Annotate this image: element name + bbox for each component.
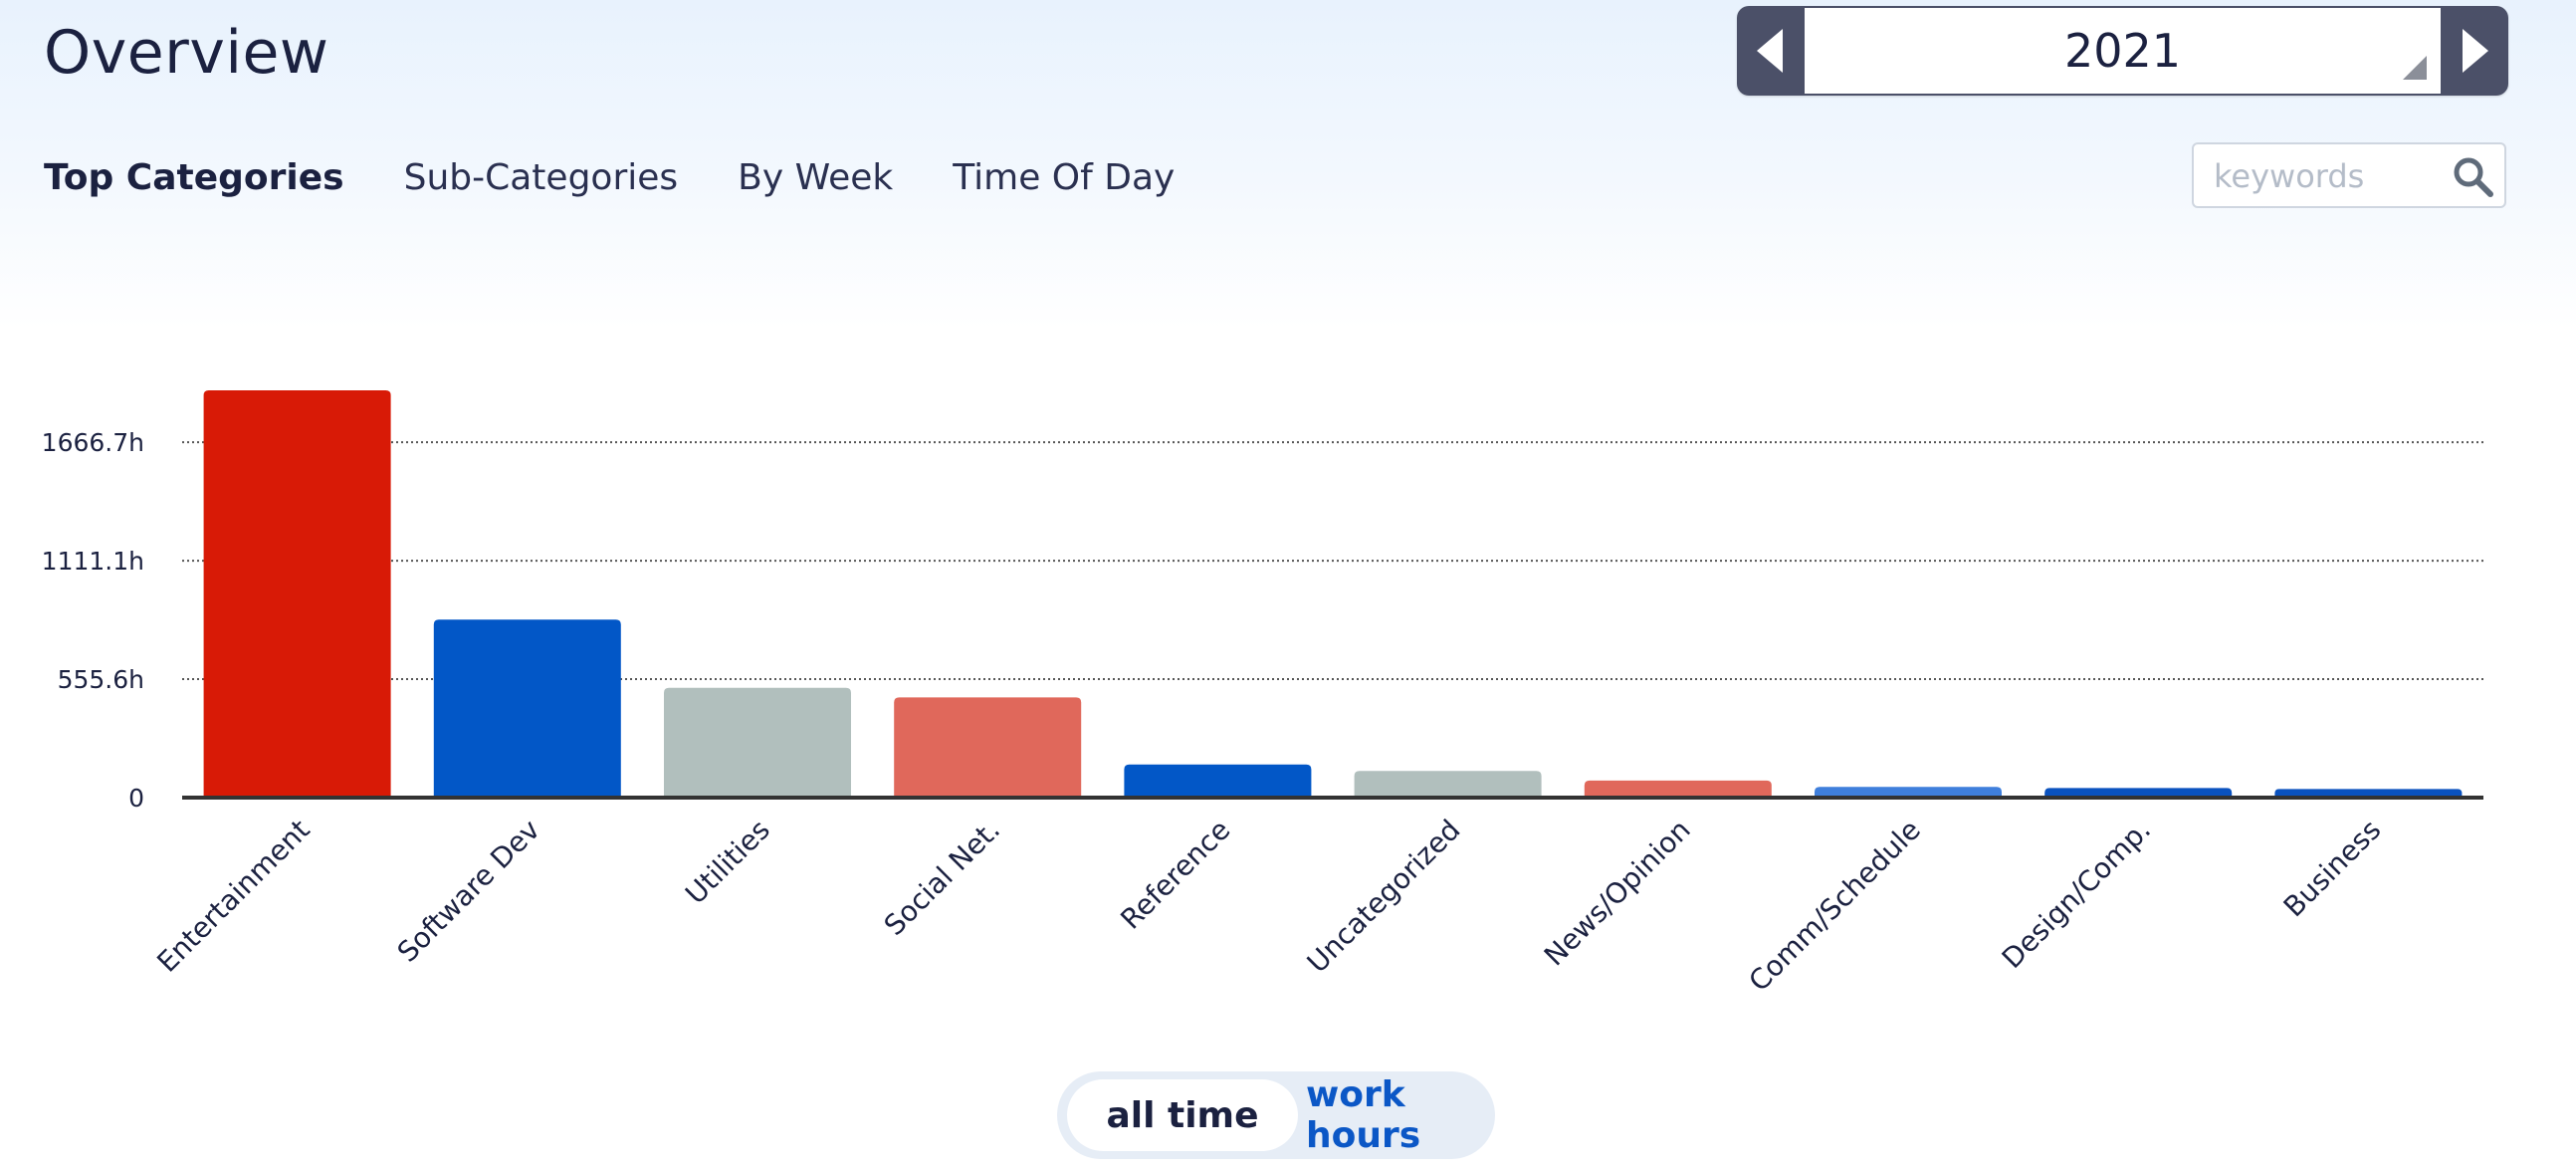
all-time-option[interactable]: all time <box>1067 1079 1298 1151</box>
x-tick-label: Social Net. <box>878 814 1006 942</box>
bar[interactable] <box>203 390 391 798</box>
triangle-left-icon <box>1757 29 1783 73</box>
x-tick-label: Uncategorized <box>1301 814 1467 980</box>
year-selector: 2021 <box>1737 6 2508 96</box>
year-value: 2021 <box>2063 24 2182 78</box>
x-tick-label: Comm/Schedule <box>1742 814 1927 999</box>
magnifier-icon[interactable] <box>2451 154 2494 198</box>
bar[interactable] <box>664 687 851 798</box>
y-tick-label: 1666.7h <box>42 428 144 457</box>
tab-top-categories[interactable]: Top Categories <box>44 157 344 198</box>
bar[interactable] <box>1354 771 1542 798</box>
tab-by-week[interactable]: By Week <box>738 157 894 198</box>
bar[interactable] <box>1124 764 1312 798</box>
tab-time-of-day[interactable]: Time Of Day <box>953 157 1176 198</box>
y-tick-label: 1111.1h <box>42 547 144 576</box>
y-tick-label: 0 <box>128 784 144 813</box>
page-title: Overview <box>44 18 329 88</box>
category-tabs: Top Categories Sub-Categories By Week Ti… <box>44 157 1234 198</box>
search-input[interactable] <box>2212 152 2445 200</box>
bar[interactable] <box>433 619 621 798</box>
bar[interactable] <box>894 697 1082 798</box>
top-categories-chart: 0 555.6h 1111.1h 1666.7h Entertainment Softwa… <box>42 390 2483 999</box>
time-range-toggle: all time work hours <box>1057 1071 1495 1159</box>
bar[interactable] <box>1815 787 2002 798</box>
year-dropdown[interactable]: 2021 <box>1805 8 2441 94</box>
previous-year-button[interactable] <box>1737 6 1803 96</box>
bar[interactable] <box>2274 789 2463 798</box>
work-hours-option[interactable]: work hours <box>1306 1074 1421 1156</box>
bar[interactable] <box>2044 788 2233 798</box>
bar[interactable] <box>1584 780 1772 798</box>
search-box <box>2192 142 2506 208</box>
x-tick-label: Software Dev <box>391 814 546 969</box>
x-tick-label: News/Opinion <box>1538 814 1697 973</box>
y-tick-label: 555.6h <box>58 665 144 694</box>
x-tick-label: Design/Comp. <box>1996 814 2157 975</box>
x-tick-label: Reference <box>1114 814 1236 936</box>
x-tick-label: Utilities <box>679 814 776 911</box>
triangle-right-icon <box>2463 29 2488 73</box>
tab-sub-categories[interactable]: Sub-Categories <box>403 157 679 198</box>
x-tick-label: Business <box>2277 814 2388 924</box>
next-year-button[interactable] <box>2443 6 2508 96</box>
dropdown-corner-icon <box>2403 56 2427 80</box>
x-tick-label: Entertainment <box>150 814 316 979</box>
